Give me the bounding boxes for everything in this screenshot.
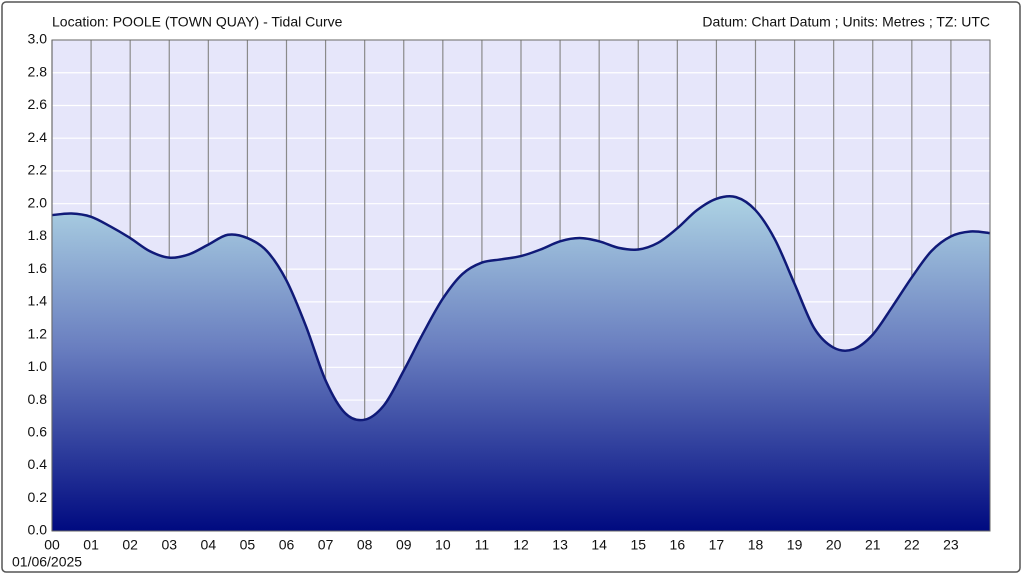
x-tick-label: 12 [513,537,529,553]
x-tick-label: 10 [435,537,451,553]
y-tick-label: 0.8 [28,391,48,407]
x-tick-label: 18 [748,537,764,553]
y-tick-label: 3.0 [28,31,48,47]
x-tick-label: 09 [396,537,412,553]
x-tick-label: 07 [318,537,334,553]
y-tick-label: 1.6 [28,260,48,276]
x-tick-label: 11 [475,537,490,553]
y-tick-label: 2.8 [28,63,48,79]
y-tick-label: 2.0 [28,194,48,210]
y-tick-label: 0.0 [28,522,48,538]
chart-subtitle: Datum: Chart Datum ; Units: Metres ; TZ:… [702,14,990,30]
x-tick-label: 23 [943,537,959,553]
x-tick-label: 04 [201,537,217,553]
tide-area [52,196,990,531]
x-tick-label: 14 [591,537,607,553]
y-tick-label: 0.2 [28,489,48,505]
plot-border [51,39,991,532]
tide-line [51,194,991,422]
x-tick-label: 13 [552,537,568,553]
x-tick-label: 19 [787,537,803,553]
x-tick-label: 03 [161,537,177,553]
x-tick-label: 01 [83,537,99,553]
chart-title: Location: POOLE (TOWN QUAY) - Tidal Curv… [52,14,343,30]
x-tick-label: 17 [709,537,725,553]
x-tick-label: 22 [904,537,920,553]
y-tick-label: 1.2 [28,325,48,341]
x-tick-label: 00 [44,537,60,553]
x-tick-label: 16 [670,537,686,553]
y-tick-label: 2.4 [28,129,48,145]
x-tick-label: 08 [357,537,373,553]
x-tick-label: 21 [865,537,881,553]
y-tick-label: 0.6 [28,424,48,440]
y-tick-label: 0.4 [28,456,48,472]
x-tick-label: 02 [122,537,138,553]
y-tick-label: 1.8 [28,227,48,243]
x-tick-label: 05 [240,537,256,553]
x-tick-label: 06 [279,537,295,553]
x-date-label: 01/06/2025 [12,554,82,570]
x-tick-label: 15 [630,537,646,553]
y-tick-label: 1.4 [28,293,48,309]
x-tick-label: 20 [826,537,842,553]
y-tick-label: 2.2 [28,162,48,178]
y-tick-label: 1.0 [28,358,48,374]
y-tick-label: 2.6 [28,96,48,112]
